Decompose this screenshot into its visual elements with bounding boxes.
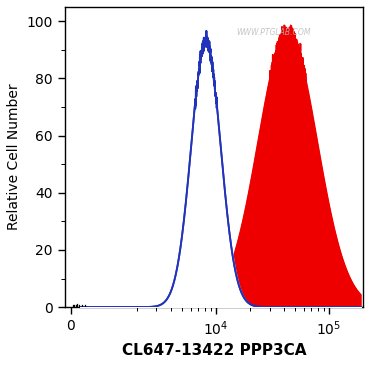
Y-axis label: Relative Cell Number: Relative Cell Number xyxy=(7,84,21,230)
Text: WWW.PTGLAB.COM: WWW.PTGLAB.COM xyxy=(236,28,311,37)
X-axis label: CL647-13422 PPP3CA: CL647-13422 PPP3CA xyxy=(122,343,306,358)
